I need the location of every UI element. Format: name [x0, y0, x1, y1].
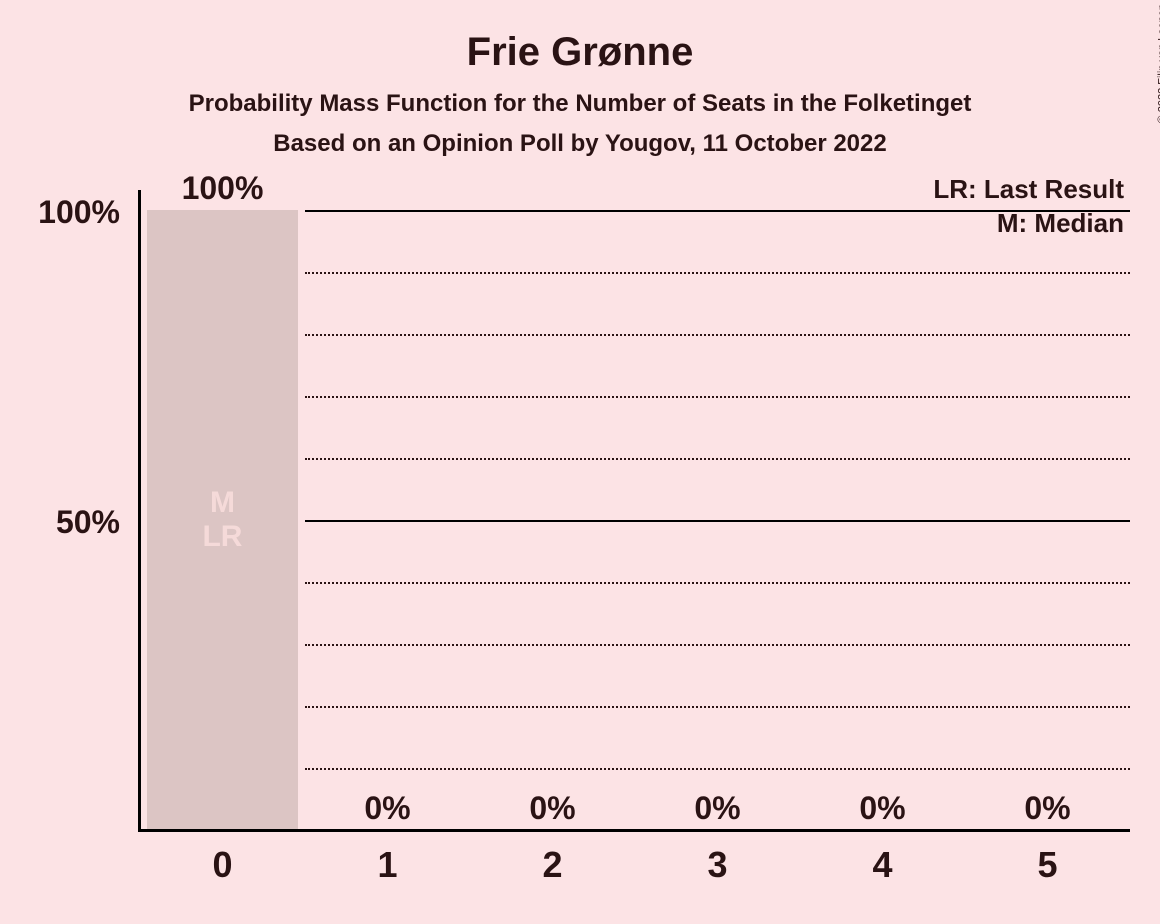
- bar-value-label: 0%: [305, 790, 470, 827]
- bar-value-label: 0%: [635, 790, 800, 827]
- x-axis-line: [138, 829, 1130, 832]
- y-axis-line: [138, 190, 141, 830]
- chart-title: Frie Grønne: [0, 30, 1160, 75]
- bar-annotation: M: [147, 486, 299, 520]
- x-tick-label: 0: [140, 844, 305, 886]
- bar-value-label: 0%: [965, 790, 1130, 827]
- gridline-minor: [305, 458, 1130, 460]
- plot-area: 100%MLR0%0%0%0%0%LR: Last ResultM: Media…: [140, 210, 1130, 830]
- copyright-notice: © 2022 Filip van Laenen: [1156, 4, 1160, 123]
- chart-subtitle-2: Based on an Opinion Poll by Yougov, 11 O…: [0, 130, 1160, 158]
- y-tick-label: 100%: [0, 194, 120, 231]
- gridline-minor: [305, 272, 1130, 274]
- gridline-minor: [305, 644, 1130, 646]
- gridline-minor: [305, 582, 1130, 584]
- x-tick-label: 5: [965, 844, 1130, 886]
- bar-value-label: 100%: [140, 170, 305, 207]
- chart-subtitle-1: Probability Mass Function for the Number…: [0, 90, 1160, 118]
- x-tick-label: 1: [305, 844, 470, 886]
- y-tick-label: 50%: [0, 504, 120, 541]
- legend-entry: LR: Last Result: [933, 174, 1124, 205]
- bar-value-label: 0%: [800, 790, 965, 827]
- gridline-minor: [305, 334, 1130, 336]
- x-tick-label: 4: [800, 844, 965, 886]
- gridline-major: [305, 520, 1130, 522]
- gridline-minor: [305, 706, 1130, 708]
- gridline-minor: [305, 768, 1130, 770]
- legend-entry: M: Median: [997, 208, 1124, 239]
- bar-value-label: 0%: [470, 790, 635, 827]
- bar-annotation: LR: [147, 520, 299, 554]
- gridline-minor: [305, 396, 1130, 398]
- x-tick-label: 3: [635, 844, 800, 886]
- x-tick-label: 2: [470, 844, 635, 886]
